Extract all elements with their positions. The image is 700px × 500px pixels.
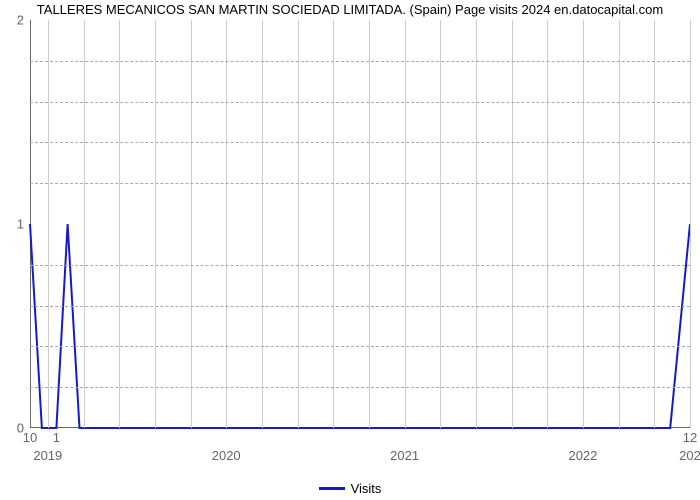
gridline-horizontal — [30, 142, 690, 143]
gridline-vertical — [191, 20, 192, 428]
x-tick-label: 2020 — [212, 428, 241, 463]
x-tick-label: 2022 — [568, 428, 597, 463]
chart-title: TALLERES MECANICOS SAN MARTIN SOCIEDAD L… — [0, 2, 700, 17]
gridline-vertical — [262, 20, 263, 428]
line-chart: TALLERES MECANICOS SAN MARTIN SOCIEDAD L… — [0, 0, 700, 500]
y-tick-label: 1 — [17, 217, 30, 232]
gridline-horizontal — [30, 183, 690, 184]
gridline-horizontal — [30, 346, 690, 347]
gridline-vertical — [369, 20, 370, 428]
data-point-label: 10 — [23, 428, 37, 445]
gridline-horizontal — [30, 102, 690, 103]
gridline-vertical — [48, 20, 49, 428]
gridline-vertical — [476, 20, 477, 428]
gridline-vertical — [226, 20, 227, 428]
gridline-vertical — [690, 20, 691, 428]
plot-area: 012201920202021202220210112 — [30, 20, 690, 428]
x-tick-label: 2021 — [390, 428, 419, 463]
gridline-vertical — [155, 20, 156, 428]
gridline-horizontal — [30, 387, 690, 388]
legend-swatch — [319, 487, 345, 490]
gridline-vertical — [84, 20, 85, 428]
gridline-vertical — [333, 20, 334, 428]
legend-label: Visits — [351, 481, 382, 496]
gridline-vertical — [619, 20, 620, 428]
gridline-horizontal — [30, 306, 690, 307]
legend: Visits — [0, 481, 700, 496]
series-line — [30, 20, 690, 428]
gridline-vertical — [405, 20, 406, 428]
gridline-vertical — [119, 20, 120, 428]
gridline-vertical — [512, 20, 513, 428]
gridline-vertical — [583, 20, 584, 428]
gridline-horizontal — [30, 265, 690, 266]
data-point-label: 1 — [53, 428, 60, 445]
gridline-vertical — [298, 20, 299, 428]
gridline-horizontal — [30, 61, 690, 62]
gridline-vertical — [547, 20, 548, 428]
gridline-vertical — [440, 20, 441, 428]
gridline-vertical — [654, 20, 655, 428]
visits-series-line — [30, 224, 690, 428]
y-tick-label: 2 — [17, 13, 30, 28]
data-point-label: 12 — [683, 428, 697, 445]
